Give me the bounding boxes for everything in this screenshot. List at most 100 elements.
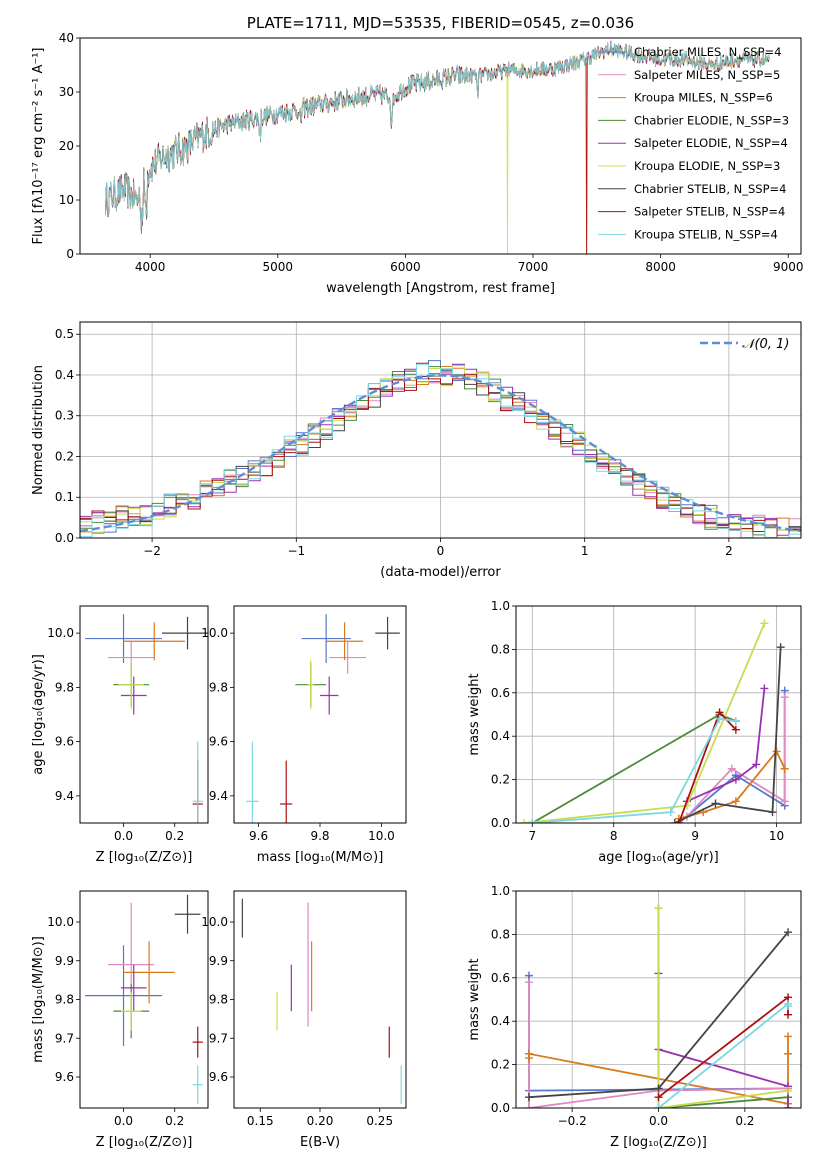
point-marker xyxy=(768,808,777,817)
x-axis-label: wavelength [Angstrom, rest frame] xyxy=(326,281,555,296)
x-tick-label: 0.0 xyxy=(649,1114,668,1128)
y-tick-label: 9.9 xyxy=(209,954,228,968)
mass-weight-line xyxy=(532,717,737,823)
point-marker xyxy=(654,904,663,913)
x-axis-label: E(B-V) xyxy=(300,1135,340,1150)
x-tick-label: −0.2 xyxy=(558,1114,587,1128)
point-marker xyxy=(784,1049,793,1058)
x-tick-label: 0.15 xyxy=(247,1114,274,1128)
point-marker xyxy=(772,747,781,756)
axes-frame xyxy=(79,37,802,255)
point-marker xyxy=(731,717,740,726)
y-tick-label: 0.3 xyxy=(55,409,74,423)
legend-label: Chabrier ELODIE, N_SSP=3 xyxy=(634,113,789,127)
x-tick-label: 9.6 xyxy=(249,829,268,843)
y-tick-label: 0.6 xyxy=(491,971,510,985)
point-marker xyxy=(731,775,740,784)
age-vs-mass-chart: 9.6 9.8 10.0 9.4 9.6 9.8 10.0 mass [log₁₀(M/M⊙)… xyxy=(201,605,407,865)
legend-label: Kroupa MILES, N_SSP=6 xyxy=(634,91,773,105)
x-tick-label: 8000 xyxy=(645,260,676,274)
legend-label: Kroupa STELIB, N_SSP=4 xyxy=(634,227,778,241)
point-marker xyxy=(674,819,683,823)
plot-area xyxy=(246,614,400,823)
y-tick-label: 9.4 xyxy=(209,789,228,803)
point-marker xyxy=(711,799,720,808)
spectrum-legend: Chabrier MILES, N_SSP=4 Salpeter MILES, N… xyxy=(598,45,789,241)
x-tick-label: 0.2 xyxy=(165,1114,184,1128)
y-tick-label: 9.9 xyxy=(55,954,74,968)
point-marker xyxy=(780,797,789,806)
point-marker xyxy=(760,684,769,693)
y-tick-label: 1.0 xyxy=(491,884,510,898)
legend-label: Chabrier STELIB, N_SSP=4 xyxy=(634,182,786,196)
point-marker xyxy=(752,760,761,769)
y-tick-label: 0.5 xyxy=(55,327,74,341)
y-tick-label: 10.0 xyxy=(201,626,228,640)
y-tick-label: 0.1 xyxy=(55,490,74,504)
point-marker xyxy=(727,764,736,773)
point-marker xyxy=(731,797,740,806)
y-tick-label: 9.7 xyxy=(55,1031,74,1045)
point-marker xyxy=(670,819,679,823)
x-tick-label: 6000 xyxy=(390,260,421,274)
point-marker xyxy=(524,1104,533,1108)
axes-frame xyxy=(515,890,802,1109)
y-tick-label: 10.0 xyxy=(201,915,228,929)
point-marker xyxy=(715,714,724,723)
axes-frame xyxy=(233,605,407,824)
plot-area xyxy=(85,894,203,1105)
plot-area xyxy=(241,898,402,1105)
y-tick-label: 0.2 xyxy=(491,773,510,787)
x-tick-label: 5000 xyxy=(263,260,294,274)
massweight-vs-Z-chart: −0.2 0.0 0.2 0.0 0.2 0.4 0.6 0.8 1.0 Z [log₁₀(Z/Z… xyxy=(467,884,802,1150)
y-tick-label: 0.4 xyxy=(55,368,74,382)
y-tick-label: 9.6 xyxy=(209,735,228,749)
y-tick-label: 0.4 xyxy=(491,1014,510,1028)
y-tick-label: 0.2 xyxy=(491,1058,510,1072)
mass-weight-line xyxy=(686,697,786,818)
legend-label: Salpeter STELIB, N_SSP=4 xyxy=(634,205,785,219)
mass-weight-line xyxy=(531,713,737,823)
x-tick-label: 7000 xyxy=(518,260,549,274)
y-tick-label: 1.0 xyxy=(491,599,510,613)
y-tick-label: 9.6 xyxy=(209,1070,228,1084)
y-tick-label: 0.2 xyxy=(55,449,74,463)
x-tick-label: 0 xyxy=(437,544,445,558)
axes-frame xyxy=(79,321,802,539)
x-axis-label: age [log₁₀(age/yr)] xyxy=(598,850,719,865)
y-tick-label: 9.4 xyxy=(55,789,74,803)
mass-vs-EBV-chart: 0.15 0.20 0.25 9.6 9.7 9.8 9.9 10.0 E(B-V) xyxy=(201,890,407,1150)
massweight-vs-age-chart: 7 8 9 10 0.0 0.2 0.4 0.6 0.8 1.0 age [log₁₀(age/yr… xyxy=(467,599,802,865)
y-tick-label: 9.6 xyxy=(55,735,74,749)
age-vs-Z-chart: 0.0 0.2 9.4 9.6 9.8 10.0 Z [log₁₀(Z/Z⊙)] age [l… xyxy=(31,605,209,865)
y-tick-label: 0 xyxy=(66,247,74,261)
y-tick-label: 9.8 xyxy=(209,680,228,694)
point-marker xyxy=(666,808,675,817)
x-axis-label: (data-model)/error xyxy=(380,565,501,580)
y-tick-label: 10.0 xyxy=(47,626,74,640)
legend-label: Chabrier MILES, N_SSP=4 xyxy=(634,45,781,59)
mass-weight-line xyxy=(657,908,789,1108)
x-tick-label: 0.2 xyxy=(735,1114,754,1128)
x-tick-label: 0.20 xyxy=(307,1114,334,1128)
point-marker xyxy=(654,1104,663,1108)
legend-label: Kroupa ELODIE, N_SSP=3 xyxy=(634,159,780,173)
axes-frame xyxy=(79,605,209,824)
x-tick-label: 0.0 xyxy=(114,1114,133,1128)
x-axis-label: Z [log₁₀(Z/Z⊙)] xyxy=(96,1135,193,1150)
point-marker xyxy=(528,819,537,823)
point-marker xyxy=(524,1093,533,1102)
point-marker xyxy=(654,1084,663,1093)
x-tick-label: 0.0 xyxy=(114,829,133,843)
y-tick-label: 30 xyxy=(59,85,74,99)
point-marker xyxy=(654,1093,663,1102)
point-marker xyxy=(524,1049,533,1058)
y-tick-label: 0.8 xyxy=(491,927,510,941)
point-marker xyxy=(780,693,789,702)
point-marker xyxy=(784,1010,793,1019)
y-axis-label: Flux [fλ10⁻¹⁷ erg cm⁻² s⁻¹ A⁻¹] xyxy=(31,48,46,245)
x-tick-label: 1 xyxy=(581,544,589,558)
y-tick-label: 9.8 xyxy=(55,993,74,1007)
axes-frame xyxy=(515,605,802,824)
x-tick-label: −2 xyxy=(143,544,161,558)
